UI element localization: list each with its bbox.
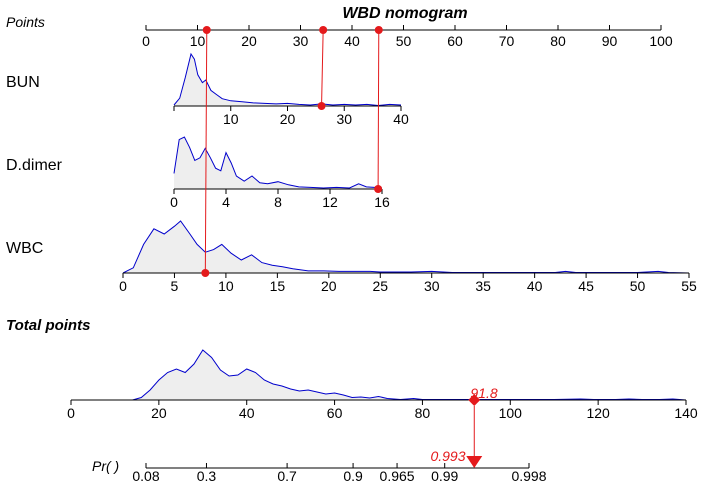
points-axis-tick-label: 40	[344, 33, 360, 49]
selected-probability-label: 0.993	[430, 448, 465, 464]
points-axis-tick-label: 0	[142, 33, 150, 49]
probability-tick-label: 0.3	[197, 468, 217, 484]
points-axis-label: Points	[6, 14, 45, 30]
highlight-points-marker-d-dimer	[374, 26, 383, 34]
axis-tick-label-wbc: 15	[270, 278, 286, 294]
total-points-tick-label: 80	[415, 405, 431, 421]
points-axis-tick-label: 80	[550, 33, 566, 49]
density-total-points-fill	[132, 350, 686, 400]
axis-tick-label-d-dimer: 12	[322, 194, 338, 210]
variable-label-d-dimer: D.dimer	[6, 157, 63, 174]
variable-label-bun: BUN	[6, 74, 40, 91]
total-points-tick-label: 120	[586, 405, 610, 421]
chart-title: WBD nomogram	[342, 5, 467, 22]
axis-tick-label-bun: 20	[280, 111, 296, 127]
axis-tick-label-d-dimer: 4	[222, 194, 230, 210]
density-bun-line	[173, 52, 402, 107]
highlight-points-marker-bun	[319, 26, 328, 34]
points-axis-tick-label: 60	[447, 33, 463, 49]
highlight-value-marker-wbc	[201, 269, 210, 277]
density-wbc-line	[122, 220, 690, 274]
axis-tick-label-bun: 10	[223, 111, 239, 127]
total-points-tick-label: 40	[239, 405, 255, 421]
probability-tick-label: 0.965	[380, 468, 415, 484]
density-bun-fill	[174, 54, 401, 106]
axis-tick-label-wbc: 40	[527, 278, 543, 294]
total-points-tick-label: 100	[499, 405, 523, 421]
points-axis-tick-label: 90	[602, 33, 618, 49]
highlight-value-marker-bun	[317, 102, 326, 110]
axis-tick-label-wbc: 20	[321, 278, 337, 294]
density-wbc-fill	[123, 221, 689, 273]
points-axis-tick-label: 10	[190, 33, 206, 49]
variable-label-wbc: WBC	[6, 240, 43, 257]
total-points-selected-marker	[468, 394, 481, 406]
probability-tick-label: 0.7	[277, 468, 297, 484]
axis-tick-label-bun: 40	[393, 111, 409, 127]
highlight-line-d-dimer	[377, 29, 380, 190]
points-axis-tick-label: 30	[293, 33, 309, 49]
axis-tick-label-wbc: 25	[372, 278, 388, 294]
total-points-tick-label: 140	[674, 405, 698, 421]
axis-tick-label-wbc: 50	[630, 278, 646, 294]
probability-tick-label: 0.08	[132, 468, 159, 484]
probability-selected-arrow	[466, 456, 483, 468]
axis-tick-label-d-dimer: 0	[170, 194, 178, 210]
axis-tick-label-wbc: 45	[578, 278, 594, 294]
axis-tick-label-d-dimer: 8	[274, 194, 282, 210]
axis-tick-label-d-dimer: 16	[374, 194, 390, 210]
probability-tick-label: 0.99	[431, 468, 458, 484]
probability-tick-label: 0.998	[511, 468, 546, 484]
total-points-tick-label: 60	[327, 405, 343, 421]
highlight-line-wbc	[204, 29, 208, 274]
probability-axis-label: Pr( )	[92, 458, 119, 474]
axis-tick-label-bun: 30	[336, 111, 352, 127]
density-total-points-line	[132, 349, 687, 401]
probability-tick-label: 0.9	[343, 468, 363, 484]
highlight-value-marker-d-dimer	[374, 185, 383, 193]
highlight-points-marker-wbc	[202, 26, 211, 34]
density-d-dimer-line	[173, 136, 383, 189]
points-axis-tick-label: 100	[649, 33, 673, 49]
points-axis-tick-label: 70	[499, 33, 515, 49]
total-points-tick-label: 20	[151, 405, 167, 421]
axis-tick-label-wbc: 55	[681, 278, 697, 294]
highlight-line-bun	[321, 29, 324, 107]
total-points-label: Total points	[6, 317, 90, 334]
axis-tick-label-wbc: 10	[218, 278, 234, 294]
axis-tick-label-wbc: 0	[119, 278, 127, 294]
axis-tick-label-wbc: 30	[424, 278, 440, 294]
axis-tick-label-wbc: 5	[171, 278, 179, 294]
total-points-tick-label: 0	[67, 405, 75, 421]
points-axis-tick-label: 20	[241, 33, 257, 49]
points-axis-tick-label: 50	[396, 33, 412, 49]
axis-tick-label-wbc: 35	[475, 278, 491, 294]
density-d-dimer-fill	[174, 137, 382, 189]
